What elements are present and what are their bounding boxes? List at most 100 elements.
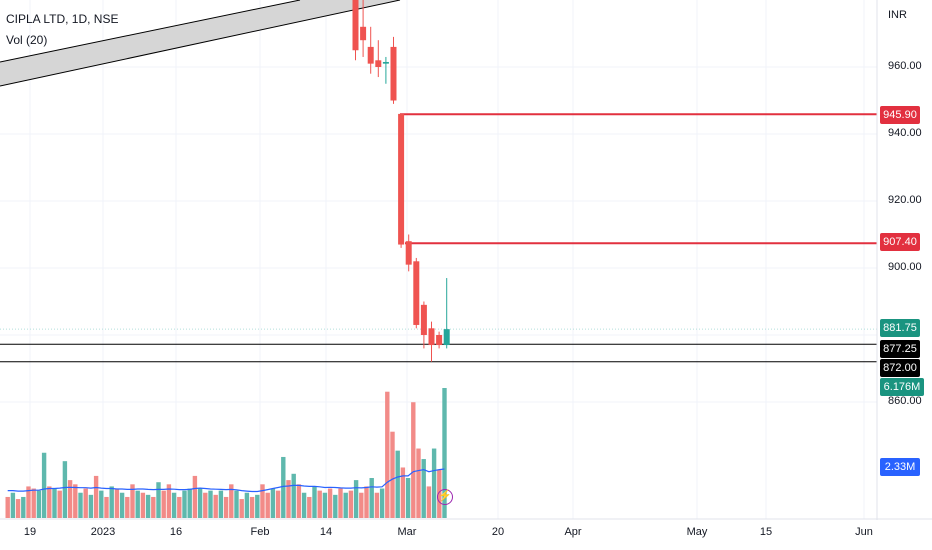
- price-tick: 900.00: [888, 261, 922, 273]
- volume-bar: [281, 456, 286, 518]
- volume-bar: [270, 488, 276, 518]
- level-price-tag[interactable]: 907.40: [880, 233, 920, 251]
- volume-bar: [400, 467, 406, 518]
- candle-body: [443, 329, 450, 346]
- candle-body: [367, 46, 374, 64]
- volume-bar: [130, 484, 135, 518]
- channel-upper-line: [0, 0, 301, 63]
- volume-bar: [197, 488, 203, 518]
- volume-bar: [239, 499, 244, 518]
- volume-bar: [140, 492, 146, 518]
- volume-bar: [343, 492, 348, 518]
- volume-bar: [442, 388, 447, 518]
- volume-bar: [104, 496, 109, 518]
- volume-bar: [426, 486, 432, 518]
- volume-bar: [41, 452, 47, 518]
- time-tick: 19: [23, 526, 37, 538]
- volume-bar: [177, 496, 182, 518]
- currency-label: INR: [888, 9, 907, 21]
- volume-ma-tag: 2.33M: [880, 458, 920, 476]
- time-tick: Mar: [397, 526, 417, 538]
- volume-bar: [26, 486, 31, 518]
- volume-bar: [327, 488, 333, 518]
- volume-indicator-title[interactable]: Vol (20): [6, 33, 48, 47]
- volume-bar: [171, 492, 177, 518]
- candle-body: [428, 328, 435, 346]
- volume-bar: [301, 492, 307, 518]
- price-tick: 920.00: [888, 194, 922, 206]
- volume-bar: [73, 484, 78, 518]
- volume-bar: [234, 490, 239, 518]
- volume-bar: [359, 492, 364, 518]
- candle-body: [352, 0, 359, 51]
- candle-body: [382, 61, 389, 64]
- volume-bar: [244, 492, 250, 518]
- volume-bar: [83, 488, 88, 518]
- volume-ma-line: [7, 468, 445, 493]
- volume-bar: [255, 494, 260, 518]
- volume-bar: [229, 484, 234, 518]
- volume-bar: [15, 499, 21, 518]
- volume-bar: [208, 490, 213, 518]
- volume-bar: [348, 490, 354, 518]
- time-tick: 15: [759, 526, 773, 538]
- volume-bar: [374, 492, 380, 518]
- volume-bar: [135, 490, 140, 518]
- candle-body: [420, 304, 427, 335]
- volume-bar: [223, 496, 229, 518]
- volume-bar: [249, 496, 255, 518]
- volume-bar: [353, 480, 359, 518]
- time-tick: 20: [491, 526, 505, 538]
- volume-bar: [109, 486, 114, 518]
- volume-bar: [125, 496, 130, 518]
- time-tick: 2023: [90, 526, 116, 538]
- volume-bar: [405, 478, 411, 518]
- volume-bar: [161, 490, 166, 518]
- volume-ma: [7, 468, 445, 493]
- volume-bar: [286, 480, 291, 518]
- volume-bar: [62, 461, 68, 518]
- volume-bar: [52, 488, 57, 518]
- volume-bar: [322, 492, 328, 518]
- price-tick: 860.00: [888, 395, 922, 407]
- volume-bar: [156, 482, 161, 518]
- candle-body: [360, 26, 367, 41]
- horizontal-levels: [0, 113, 877, 363]
- volume-bar: [265, 492, 270, 518]
- volume-bar: [416, 448, 421, 518]
- volume-bar: [93, 475, 99, 518]
- volume-bar: [114, 488, 120, 518]
- volume-bar: [379, 488, 385, 518]
- volume-bar: [395, 450, 400, 518]
- chart-grid: [0, 0, 877, 519]
- volume-bar: [369, 478, 374, 518]
- volume-bar: [21, 496, 26, 518]
- volume-bar: [151, 496, 156, 518]
- lightning-icon[interactable]: ⚡: [437, 489, 453, 505]
- volume-bar: [213, 494, 218, 518]
- volume-bar: [57, 490, 62, 518]
- volume-bar: [36, 490, 42, 518]
- price-tick: 940.00: [888, 127, 922, 139]
- volume-bar: [390, 431, 395, 518]
- candles: [352, 0, 450, 362]
- symbol-title[interactable]: CIPLA LTD, 1D, NSE: [6, 12, 119, 26]
- volume-bar: [182, 490, 187, 518]
- candle-body: [413, 261, 420, 325]
- volume-bar: [166, 484, 172, 518]
- level-price-tag[interactable]: 945.90: [880, 106, 920, 124]
- crosshair-price-tag: 877.25: [880, 340, 920, 358]
- volume-bar: [385, 391, 390, 518]
- volume-bar: [218, 490, 224, 518]
- volume-bar: [203, 492, 208, 518]
- volume-bar: [47, 486, 52, 518]
- candle-body: [436, 335, 443, 346]
- volume-bar: [421, 459, 426, 518]
- volume-bar: [145, 494, 151, 518]
- volume-bar: [10, 492, 16, 518]
- candle-body: [398, 113, 405, 245]
- time-tick: 16: [169, 526, 183, 538]
- candle-body: [375, 60, 382, 67]
- last-price-tag: 881.75: [880, 319, 920, 337]
